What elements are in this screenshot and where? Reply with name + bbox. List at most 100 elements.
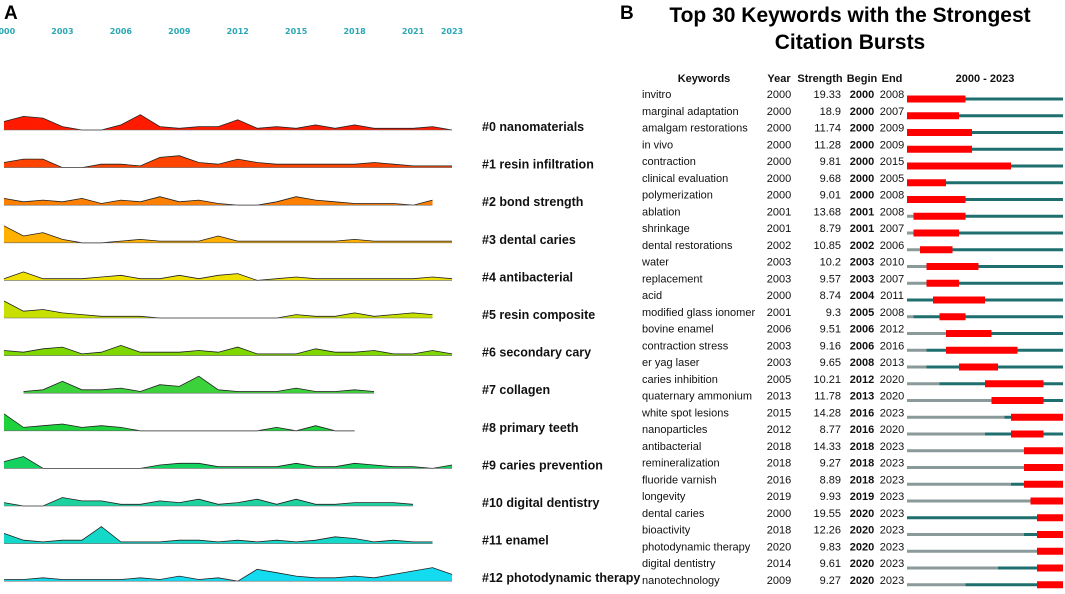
year-tick-label: 2023 — [441, 27, 463, 36]
end-cell: 2007 — [880, 223, 904, 235]
strength-cell: 11.74 — [814, 123, 841, 135]
cluster-label: #6 secondary cary — [482, 346, 591, 360]
year-tick-label: 2015 — [285, 27, 308, 36]
begin-cell: 2000 — [850, 139, 874, 151]
year-cell: 2012 — [767, 424, 791, 436]
cluster-10: #10 digital dentistry — [3, 496, 599, 510]
header-end: End — [882, 73, 903, 85]
strength-cell: 9.93 — [820, 491, 841, 503]
cluster-area — [4, 196, 433, 206]
burst-row: amalgam restorations 2000 11.74 2000 2009 — [642, 123, 1063, 136]
year-cell: 2000 — [767, 156, 791, 168]
strength-cell: 19.55 — [813, 508, 841, 520]
year-tick-label: 2000 — [0, 27, 16, 36]
begin-cell: 2018 — [850, 458, 874, 470]
year-cell: 2000 — [767, 139, 791, 151]
end-cell: 2020 — [880, 374, 904, 386]
keyword-cell: acid — [642, 290, 662, 302]
cluster-1: #1 resin infiltration — [3, 155, 594, 172]
begin-cell: 2002 — [850, 240, 874, 252]
burst-bar — [946, 346, 1018, 354]
burst-bar — [1011, 413, 1063, 421]
begin-cell: 2001 — [850, 206, 874, 218]
strength-cell: 8.79 — [820, 223, 841, 235]
begin-cell: 2006 — [850, 340, 874, 352]
cluster-5: #5 resin composite — [3, 300, 595, 322]
burst-bar — [1024, 480, 1063, 488]
year-tick-label: 2006 — [110, 27, 133, 36]
burst-bar — [1024, 464, 1063, 471]
year-tick-label: 2018 — [343, 27, 366, 36]
cluster-7: #7 collagen — [23, 375, 550, 397]
begin-cell: 2000 — [850, 106, 874, 118]
year-tick-label: 2012 — [227, 27, 249, 36]
burst-table: invitro 2000 19.33 2000 2008 marginal adaptat… — [641, 89, 1063, 589]
strength-cell: 9.61 — [820, 558, 841, 570]
end-cell: 2010 — [880, 257, 904, 269]
keyword-cell: white spot lesions — [641, 407, 729, 419]
strength-cell: 10.21 — [813, 374, 841, 386]
strength-cell: 10.2 — [820, 257, 841, 269]
cluster-outline — [3, 497, 414, 507]
keyword-cell: caries inhibition — [642, 374, 718, 386]
strength-cell: 9.01 — [820, 190, 841, 202]
strength-cell: 9.83 — [820, 541, 841, 553]
burst-bar — [946, 330, 992, 337]
end-cell: 2009 — [880, 123, 904, 135]
year-cell: 2001 — [767, 223, 791, 235]
cluster-outline — [3, 344, 453, 355]
burst-bar — [907, 112, 959, 120]
burst-row: invitro 2000 19.33 2000 2008 — [642, 89, 1063, 103]
end-cell: 2023 — [880, 508, 904, 520]
year-cell: 2003 — [767, 257, 791, 269]
burst-bar — [991, 397, 1044, 404]
cluster-3: #3 dental caries — [3, 225, 576, 247]
burst-row: er yag laser 2003 9.65 2008 2013 — [642, 357, 1063, 371]
begin-cell: 2020 — [850, 525, 874, 537]
begin-cell: 2000 — [850, 173, 874, 185]
year-cell: 2016 — [767, 474, 791, 486]
end-cell: 2013 — [880, 357, 904, 369]
cluster-6: #6 secondary cary — [3, 344, 591, 360]
cluster-area — [4, 225, 452, 243]
cluster-label: #3 dental caries — [482, 233, 576, 247]
year-cell: 2018 — [767, 441, 791, 453]
begin-cell: 2008 — [850, 357, 874, 369]
end-cell: 2023 — [880, 575, 904, 587]
keyword-cell: er yag laser — [642, 357, 700, 369]
cluster-label: #0 nanomaterials — [482, 120, 584, 134]
strength-cell: 8.74 — [820, 290, 841, 302]
keyword-cell: contraction — [642, 156, 696, 168]
burst-bar — [1037, 531, 1063, 538]
burst-row: dental restorations 2002 10.85 2002 2006 — [642, 240, 1063, 254]
burst-bar — [1037, 547, 1063, 555]
end-cell: 2023 — [880, 441, 904, 453]
burst-row: remineralization 2018 9.27 2018 2023 — [642, 458, 1063, 471]
begin-cell: 2020 — [850, 541, 874, 553]
cluster-outline — [3, 526, 433, 543]
burst-row: contraction 2000 9.81 2000 2015 — [642, 156, 1063, 170]
cluster-area — [4, 155, 452, 168]
cluster-label: #8 primary teeth — [482, 421, 579, 435]
begin-cell: 2003 — [850, 257, 874, 269]
burst-bar — [926, 279, 959, 287]
cluster-area — [4, 413, 355, 431]
end-cell: 2016 — [880, 340, 904, 352]
begin-cell: 2006 — [850, 324, 874, 336]
burst-bar — [959, 363, 998, 371]
cluster-label: #9 caries prevention — [482, 458, 603, 472]
cluster-label: #2 bond strength — [482, 195, 583, 209]
cluster-area — [4, 301, 433, 318]
year-axis: 2000 2003 2006 2009 2012 2015 2018 2021 2023 — [0, 27, 463, 36]
end-cell: 2008 — [880, 190, 904, 202]
begin-cell: 2012 — [850, 374, 874, 386]
burst-row: bioactivity 2018 12.26 2020 2023 — [642, 525, 1063, 538]
end-cell: 2007 — [880, 273, 904, 285]
strength-cell: 9.68 — [820, 173, 841, 185]
year-cell: 2000 — [767, 290, 791, 302]
keyword-cell: modified glass ionomer — [642, 307, 755, 319]
burst-row: acid 2000 8.74 2004 2011 — [642, 290, 1063, 304]
end-cell: 2005 — [880, 173, 904, 185]
strength-cell: 14.28 — [813, 407, 841, 419]
keyword-cell: antibacterial — [642, 441, 701, 453]
